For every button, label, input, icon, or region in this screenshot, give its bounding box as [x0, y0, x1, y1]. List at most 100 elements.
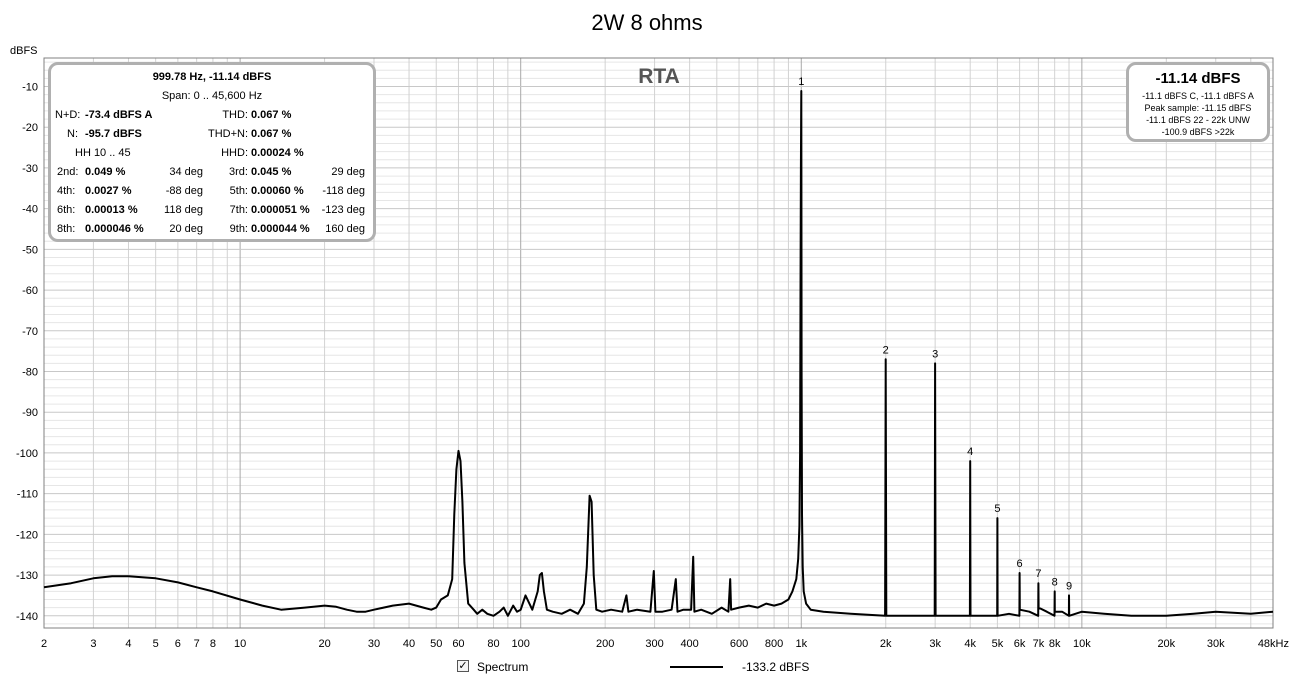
- harmonic-phase: 160 deg: [325, 223, 365, 235]
- thd-label: THD:: [222, 109, 248, 121]
- harmonic-label: 2nd:: [57, 166, 79, 178]
- harmonic-phase: 118 deg: [164, 204, 203, 216]
- x-tick-label: 2k: [880, 638, 892, 650]
- y-tick-label: -10: [22, 82, 38, 94]
- series-layer: [43, 90, 1274, 617]
- thdn-value: 0.067 %: [251, 128, 292, 140]
- harmonic-value: 0.000046 %: [85, 223, 144, 235]
- plot-frame: [43, 57, 1274, 629]
- level-panel[interactable]: -11.14 dBFS -11.1 dBFS C, -11.1 dBFS A P…: [1126, 62, 1270, 142]
- y-tick-label: -70: [22, 326, 38, 338]
- x-tick-label: 80: [487, 638, 499, 650]
- y-tick-label: -90: [22, 407, 38, 419]
- harmonic-label: 9th:: [229, 223, 248, 235]
- x-tick-label: 7: [194, 638, 200, 650]
- x-tick-label: 48kHz: [1258, 638, 1289, 650]
- x-tick-label: 30: [368, 638, 380, 650]
- thd-value: 0.067 %: [251, 109, 292, 121]
- rta-watermark: RTA: [638, 65, 680, 88]
- level-peak-sample: Peak sample: -11.15 dBFS: [1144, 103, 1252, 113]
- harmonic-value: 0.0027 %: [85, 185, 132, 197]
- x-tick-label: 10k: [1073, 638, 1091, 650]
- harmonic-value: 0.00060 %: [251, 185, 304, 197]
- spectrum-line: [43, 90, 1274, 617]
- stats-panel[interactable]: 999.78 Hz, -11.14 dBFS Span: 0 .. 45,600…: [48, 62, 376, 242]
- harmonic-label: 3: [932, 348, 938, 360]
- x-tick-label: 1k: [795, 638, 807, 650]
- harmonic-value: 0.049 %: [85, 166, 126, 178]
- harmonic-labels: 1 2 3 4 5 678 9: [798, 76, 1072, 592]
- x-tick-label: 40: [403, 638, 415, 650]
- x-tick-label: 3k: [929, 638, 941, 650]
- x-tick-label: 8k: [1049, 638, 1061, 650]
- harmonic-label: 6: [1017, 558, 1023, 570]
- harmonic-phase: 20 deg: [169, 223, 203, 235]
- stats-header-span: Span: 0 .. 45,600 Hz: [161, 90, 263, 102]
- legend-line-swatch: [670, 666, 723, 668]
- y-tick-label: -30: [22, 163, 38, 175]
- harmonic-value: 0.000051 %: [251, 204, 310, 216]
- harmonic-label: 9: [1066, 580, 1072, 592]
- level-unweighted: -11.1 dBFS 22 - 22k UNW: [1146, 115, 1250, 125]
- x-tick-label: 60: [452, 638, 464, 650]
- x-tick-label: 5: [153, 638, 159, 650]
- harmonic-label: 8: [1052, 576, 1058, 588]
- x-tick-label: 4k: [964, 638, 976, 650]
- x-tick-label: 2: [41, 638, 47, 650]
- y-axis-label: dBFS: [10, 45, 38, 57]
- harmonic-label: 8th:: [57, 223, 76, 235]
- thdn-label: THD+N:: [207, 128, 248, 140]
- harmonic-value: 0.045 %: [251, 166, 292, 178]
- legend-series-label[interactable]: Spectrum: [477, 660, 529, 674]
- x-tick-label: 600: [730, 638, 748, 650]
- y-tick-label: -120: [16, 529, 38, 541]
- y-tick-label: -60: [22, 285, 38, 297]
- harmonic-label: 5: [994, 503, 1000, 515]
- x-tick-label: 400: [680, 638, 698, 650]
- x-tick-label: 20k: [1157, 638, 1175, 650]
- level-weighted: -11.1 dBFS C, -11.1 dBFS A: [1142, 91, 1254, 101]
- n-label: N:: [67, 128, 78, 140]
- harmonic-phase: -123 deg: [321, 204, 365, 216]
- harmonic-label: 4: [967, 446, 973, 458]
- hh-range-label: HH 10 .. 45: [75, 147, 131, 159]
- x-tick-label: 7k: [1033, 638, 1045, 650]
- y-tick-label: -130: [16, 570, 38, 582]
- spectrum-checkbox[interactable]: ✓: [457, 660, 469, 672]
- x-tick-label: 200: [596, 638, 614, 650]
- x-tick-label: 6k: [1014, 638, 1026, 650]
- harmonic-phase: 29 deg: [331, 166, 365, 178]
- y-tick-label: -50: [22, 244, 38, 256]
- harmonic-value: 0.00013 %: [85, 204, 138, 216]
- x-tick-label: 3: [90, 638, 96, 650]
- x-tick-label: 6: [175, 638, 181, 650]
- level-main: -11.14 dBFS: [1155, 70, 1241, 87]
- x-tick-labels: 2 3 4 5 6 7 8 10 20 30 40 50 60 80 100 200 300 400 600 800 1…: [41, 638, 1289, 650]
- y-tick-label: -40: [22, 204, 38, 216]
- harmonic-label: 1: [798, 76, 804, 88]
- x-tick-label: 50: [430, 638, 442, 650]
- harmonic-label: 5th:: [229, 185, 248, 197]
- x-tick-label: 20: [318, 638, 330, 650]
- stats-header-frequency: 999.78 Hz, -11.14 dBFS: [152, 71, 272, 83]
- nd-value: -73.4 dBFS A: [85, 109, 153, 121]
- x-tick-label: 300: [645, 638, 663, 650]
- n-value: -95.7 dBFS: [85, 128, 142, 140]
- hhd-value: 0.00024 %: [251, 147, 304, 159]
- harmonic-label: 3rd:: [229, 166, 248, 178]
- chart-title: 2W 8 ohms: [591, 10, 702, 35]
- hhd-label: HHD:: [221, 147, 248, 159]
- x-tick-label: 100: [512, 638, 530, 650]
- level-above-22k: -100.9 dBFS >22k: [1161, 127, 1235, 137]
- harmonic-label: 7th:: [229, 204, 248, 216]
- y-tick-label: -100: [16, 448, 38, 460]
- x-tick-label: 10: [234, 638, 246, 650]
- x-tick-label: 4: [125, 638, 131, 650]
- harmonic-label: 6th:: [57, 204, 76, 216]
- harmonic-phase: -88 deg: [165, 185, 203, 197]
- x-tick-label: 30k: [1207, 638, 1225, 650]
- harmonic-label: 7: [1035, 568, 1041, 580]
- harmonic-phase: -118 deg: [322, 185, 365, 197]
- harmonic-value: 0.000044 %: [251, 223, 310, 235]
